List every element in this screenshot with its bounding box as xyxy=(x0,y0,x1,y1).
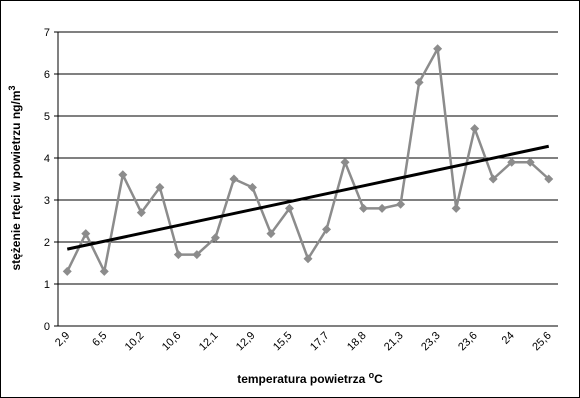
x-axis-label-text: temperatura powietrza xyxy=(237,372,368,386)
y-tick-label: 1 xyxy=(44,279,50,291)
marker xyxy=(210,233,220,243)
y-tick-label: 6 xyxy=(44,69,50,81)
marker xyxy=(340,157,350,167)
marker xyxy=(229,174,239,184)
marker xyxy=(266,229,276,239)
y-axis-label-sup: 3 xyxy=(7,85,17,90)
marker xyxy=(81,229,91,239)
marker xyxy=(247,182,257,192)
x-axis-label-unit: C xyxy=(374,372,383,386)
y-tick-label: 0 xyxy=(44,321,50,333)
marker xyxy=(377,203,387,213)
marker xyxy=(488,174,498,184)
marker xyxy=(192,250,202,260)
marker xyxy=(118,170,128,180)
y-tick-label: 4 xyxy=(44,153,50,165)
y-axis-label: stężenie rtęci w powietrzu ng/m3 xyxy=(7,85,23,270)
marker xyxy=(359,203,369,213)
marker xyxy=(544,174,554,184)
x-axis-label: temperatura powietrza oC xyxy=(237,370,383,386)
marker xyxy=(507,157,517,167)
marker xyxy=(525,157,535,167)
marker xyxy=(322,224,332,234)
marker xyxy=(433,44,443,54)
marker xyxy=(62,266,72,276)
marker xyxy=(396,199,406,209)
marker xyxy=(303,254,313,264)
marker xyxy=(284,203,294,213)
y-tick-label: 7 xyxy=(44,27,50,39)
trendline xyxy=(66,144,550,251)
marker xyxy=(451,203,461,213)
marker xyxy=(173,250,183,260)
y-tick-label: 3 xyxy=(44,195,50,207)
y-tick-label: 2 xyxy=(44,237,50,249)
y-tick-label: 5 xyxy=(44,111,50,123)
marker xyxy=(99,266,109,276)
marker xyxy=(470,124,480,134)
marker xyxy=(414,77,424,87)
y-axis-label-text: stężenie rtęci w powietrzu ng/m xyxy=(9,90,23,270)
marker xyxy=(136,208,146,218)
x-axis-label-sup: o xyxy=(369,370,375,380)
marker xyxy=(155,182,165,192)
